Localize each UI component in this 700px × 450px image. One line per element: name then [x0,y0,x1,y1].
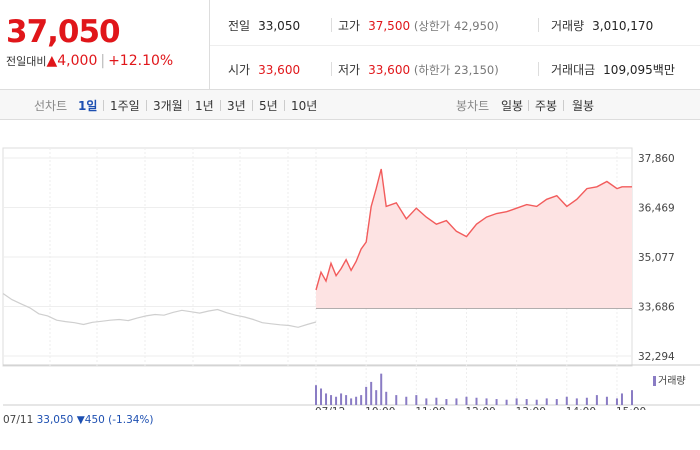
candle-chart-label: 봉차트 [456,99,490,113]
volume-swatch [653,376,656,386]
prev-pct: (-1.34%) [108,414,154,426]
prev-date: 07/11 [3,414,34,426]
volume-bar [455,398,458,405]
volume-bar [345,395,348,405]
volume-bar [620,393,623,405]
volume-bar [465,396,468,405]
prev-day-line [2,293,317,328]
x-tick-label: 07/12 [315,406,345,410]
y-tick-label: 32,294 [638,351,675,363]
today-area [316,169,632,309]
stat-amount: 거래대금 109,095백만 [551,63,675,77]
volume-bar [445,399,448,405]
price-chart: 37,860 36,469 35,077 33,686 32,294 07/12 10:0… [2,147,700,410]
prev-day-summary: 07/11 33,050 ▼450 (-1.34%) [3,414,154,426]
volume-bar [585,397,588,405]
x-tick-label: 15:00 [616,406,646,410]
volume-bar [320,388,323,405]
volume-bar [325,393,328,405]
volume-bar [515,398,518,405]
volume-bar [375,390,378,405]
tab-1year[interactable]: 1년 [195,99,214,113]
price-change: 전일대비▲4,000 | +12.10% [6,53,174,69]
tab-1week[interactable]: 1주일 [110,99,140,113]
volume-bar [565,396,568,405]
volume-bar [330,395,333,405]
stat-low: 저가 33,600 (하한가 23,150) [338,63,499,77]
volume-bar [395,395,398,405]
volume-bar [370,381,373,405]
x-tick-label: 13:00 [516,406,546,410]
x-tick-label: 10:00 [365,406,395,410]
volume-bar [365,386,368,405]
x-tick-label: 14:00 [566,406,596,410]
y-tick-label: 33,686 [638,301,675,313]
tab-3month[interactable]: 3개월 [153,99,183,113]
current-price: 37,050 [6,14,121,50]
volume-bar [340,393,343,405]
tab-10year[interactable]: 10년 [291,99,318,113]
tab-5year[interactable]: 5년 [259,99,278,113]
change-value: 4,000 [57,53,98,69]
volume-bar [425,398,428,405]
x-tick-label: 12:00 [465,406,495,410]
volume-bar [631,390,633,405]
volume-bar [315,385,317,405]
volume-legend: 거래량 [653,372,686,387]
stat-open: 시가 33,600 [228,63,301,77]
chart-tabs: 선차트 1일 1주일 3개월 1년 3년 5년 10년 봉차트 일봉 주봉 월봉 [0,90,700,120]
change-percent: +12.10% [108,53,174,69]
stat-high: 고가 37,500 (상한가 42,950) [338,19,499,33]
line-chart-label: 선차트 [34,99,68,113]
volume-bar [355,396,358,405]
volume-bar [595,395,598,405]
volume-bar [575,398,578,405]
volume-bar [485,398,488,405]
x-tick-label: 11:00 [415,406,445,410]
prev-close: 33,050 [36,414,74,426]
stat-prev-close: 전일 33,050 [228,19,301,33]
today-price-line [315,168,632,291]
volume-bar [605,396,608,405]
volume-bar [350,398,353,405]
y-tick-label: 35,077 [638,252,675,264]
volume-bar [415,395,418,405]
volume-bar [615,398,618,405]
stat-volume: 거래량 3,010,170 [551,19,654,33]
volume-bar [435,397,438,405]
volume-bar [555,399,558,405]
up-arrow-icon: ▲ [46,53,58,69]
volume-bar [545,398,548,405]
tab-weekly-candle[interactable]: 주봉 [535,99,558,113]
volume-bar [405,396,408,405]
volume-bar [505,399,508,405]
volume-bar [525,399,528,405]
volume-bar [535,399,538,405]
y-tick-label: 37,860 [638,153,675,165]
price-box: 37,050 전일대비▲4,000 | +12.10% [0,0,210,90]
volume-bar [335,396,338,405]
volume-bar [360,395,363,405]
y-tick-label: 36,469 [638,202,675,214]
tab-1day[interactable]: 1일 [78,99,98,113]
volume-bar [475,397,478,405]
tab-daily-candle[interactable]: 일봉 [501,99,524,113]
volume-bar [385,391,388,405]
volume-bar [495,399,498,405]
tab-3year[interactable]: 3년 [227,99,246,113]
prev-change: ▼450 [76,414,105,426]
tab-monthly-candle[interactable]: 월봉 [572,99,595,113]
volume-bar [380,373,383,405]
quote-header: 37,050 전일대비▲4,000 | +12.10% 전일 33,050 고가 37,… [0,0,700,90]
change-label: 전일대비 [6,55,47,68]
